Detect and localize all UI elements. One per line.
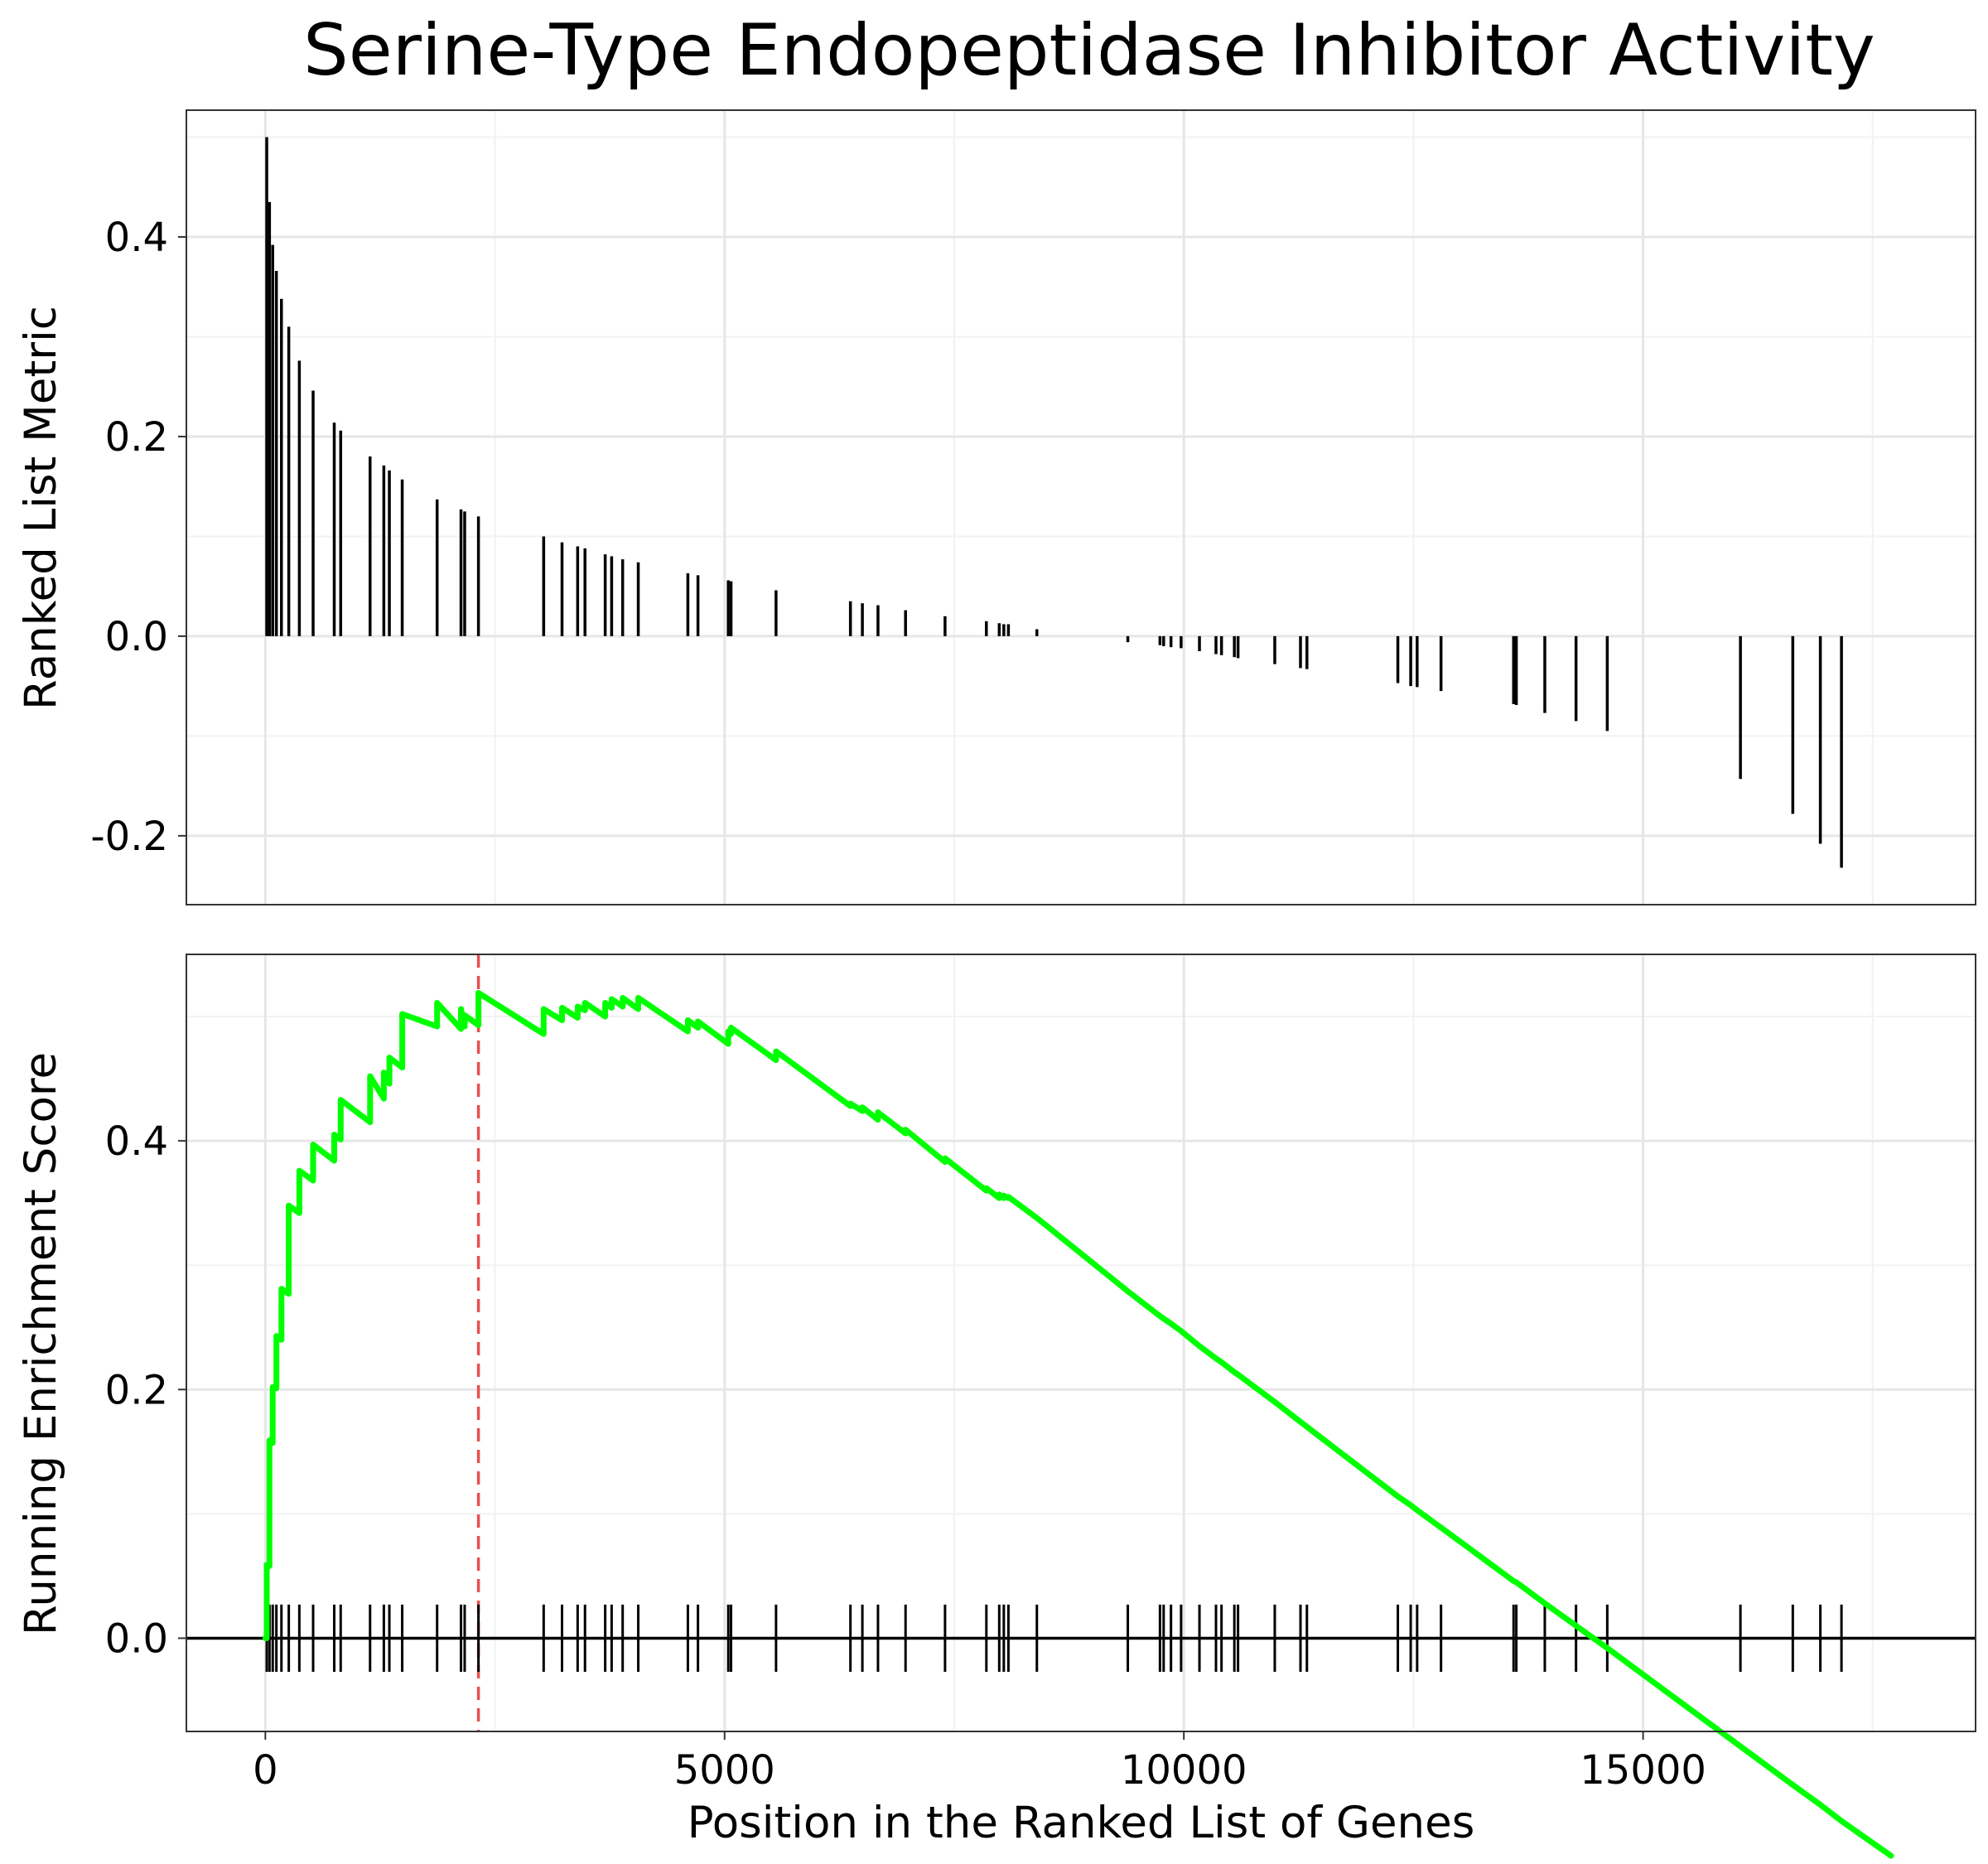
top-y-tick-label: 0.0 <box>105 614 168 660</box>
x-tick-label: 15000 <box>1580 1747 1706 1794</box>
x-tick-label: 5000 <box>674 1747 775 1794</box>
top-panel-border <box>186 109 1976 905</box>
bottom-y-tick-label: 0.0 <box>105 1615 168 1662</box>
x-tick-label: 10000 <box>1121 1747 1247 1794</box>
top-y-tick-label: -0.2 <box>90 814 168 860</box>
top-y-tick-label: 0.4 <box>105 215 168 261</box>
chart-title: Serine-Type Endopeptidase Inhibitor Acti… <box>303 9 1875 92</box>
bottom-y-axis-title: Running Enrichment Score <box>16 1052 66 1635</box>
top-y-axis-title: Ranked List Metric <box>16 306 66 710</box>
top-y-tick-label: 0.2 <box>105 414 168 461</box>
bottom-panel-background <box>186 954 1976 1731</box>
running-es-panel: 0.0 0.2 0.4 0 5000 10000 15000 <box>105 954 1976 1859</box>
bottom-panel-border <box>186 954 1976 1732</box>
x-tick-label: 0 <box>253 1747 278 1794</box>
x-axis-title: Position in the Ranked List of Genes <box>688 1798 1475 1848</box>
bottom-y-tick-label: 0.2 <box>105 1367 168 1413</box>
bottom-y-tick-label: 0.4 <box>105 1118 168 1165</box>
top-panel-background <box>186 110 1976 905</box>
ranked-metric-panel: -0.2 0.0 0.2 0.4 <box>90 109 1976 905</box>
running-enrichment-score-line <box>262 990 1894 1859</box>
